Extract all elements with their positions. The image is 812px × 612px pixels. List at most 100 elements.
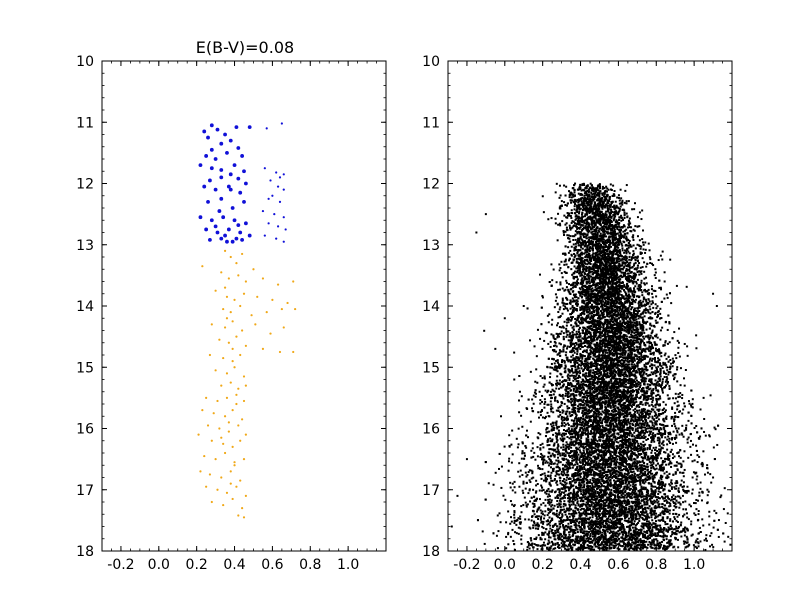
left-scatter-point [214, 369, 217, 372]
right-field-point [690, 523, 693, 526]
left-scatter-point [209, 147, 214, 152]
right-field-point [605, 227, 608, 230]
left-scatter-point [237, 514, 240, 517]
left-scatter-point [282, 173, 285, 176]
right-field-point [556, 506, 559, 509]
left-xtick-label: 1.0 [337, 557, 359, 573]
right-field-point [604, 449, 607, 452]
right-field-point [673, 464, 676, 467]
right-field-point [511, 489, 514, 492]
right-field-point [640, 279, 643, 282]
left-scatter-point [265, 311, 268, 314]
left-scatter-point [217, 209, 222, 213]
right-field-point [607, 252, 610, 255]
left-scatter-point [225, 396, 229, 399]
right-field-point [616, 232, 619, 235]
left-scatter-point [232, 163, 237, 168]
right-field-point [585, 299, 588, 302]
right-field-point [614, 466, 617, 469]
right-field-point [596, 382, 599, 385]
right-field-point [633, 363, 636, 366]
left-scatter-point [261, 347, 265, 350]
right-field-point [608, 298, 611, 301]
right-field-point [507, 543, 510, 546]
right-field-point [632, 399, 635, 402]
right-field-point [606, 504, 609, 507]
right-field-point [651, 493, 654, 496]
right-field-point [541, 347, 544, 350]
right-field-point [619, 496, 622, 499]
right-field-point [572, 275, 575, 278]
right-field-point [612, 313, 615, 316]
right-field-point [661, 531, 664, 534]
right-field-point [570, 221, 573, 224]
right-field-point [652, 428, 655, 431]
left-scatter-point [233, 298, 236, 301]
right-field-point [605, 477, 608, 480]
right-field-point [584, 416, 587, 419]
right-field-point [568, 437, 571, 440]
right-field-point [601, 356, 604, 359]
right-field-point [581, 247, 584, 250]
right-field-point [650, 507, 653, 510]
right-field-point [634, 428, 637, 431]
right-field-point [642, 541, 645, 544]
right-field-point [576, 405, 579, 408]
right-field-point [603, 214, 606, 217]
right-field-point [564, 468, 567, 471]
left-scatter-point [208, 237, 212, 242]
right-field-point [520, 395, 523, 398]
right-field-point [573, 510, 576, 513]
right-field-point [635, 488, 638, 491]
left-scatter-point [223, 233, 227, 238]
right-field-point [612, 225, 615, 228]
right-field-point [653, 499, 656, 502]
right-field-point [668, 505, 671, 508]
right-field-point [589, 441, 592, 444]
right-field-point [644, 536, 647, 539]
right-field-point [649, 322, 652, 325]
right-field-point [535, 490, 538, 493]
right-field-point [674, 392, 677, 395]
right-field-point [551, 388, 554, 391]
right-field-point [582, 329, 585, 332]
right-field-point [586, 380, 589, 383]
right-field-point [696, 482, 699, 485]
right-field-point [669, 539, 672, 542]
right-field-point [571, 326, 574, 329]
right-field-point [619, 544, 622, 547]
left-scatter-point [198, 215, 203, 220]
left-scatter-point [244, 344, 247, 347]
right-field-point [550, 530, 553, 533]
right-field-point [534, 395, 537, 398]
right-field-point [595, 460, 598, 463]
right-field-point [575, 453, 578, 456]
right-field-point [667, 453, 670, 456]
right-field-point [569, 339, 572, 342]
left-scatter-point [218, 338, 221, 341]
right-field-point [576, 220, 579, 223]
right-field-point [627, 265, 630, 268]
right-field-point [641, 351, 644, 354]
right-field-point [610, 409, 613, 412]
right-field-point [627, 315, 630, 318]
right-field-point [571, 400, 574, 403]
right-field-point [662, 440, 665, 443]
right-field-point [635, 280, 638, 283]
right-field-point [524, 501, 527, 504]
left-scatter-point [216, 488, 219, 491]
right-field-point [622, 377, 625, 380]
left-scatter-point [210, 323, 213, 326]
right-field-point [638, 310, 641, 313]
right-field-point [566, 517, 569, 520]
right-field-point [633, 334, 636, 337]
right-field-point [645, 308, 648, 311]
right-field-point [577, 239, 580, 242]
right-field-point [577, 316, 580, 319]
right-field-point [586, 195, 589, 198]
right-field-point [635, 528, 638, 531]
right-field-point [589, 385, 592, 388]
right-field-point [565, 548, 568, 551]
right-field-point [613, 329, 616, 332]
